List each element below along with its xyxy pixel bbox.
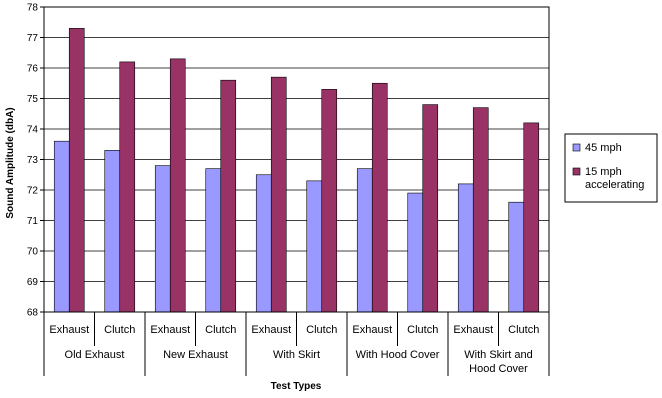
legend-box xyxy=(564,133,658,203)
x-category-label: Exhaust xyxy=(453,324,493,336)
bar-series2-cat6 xyxy=(321,89,338,313)
y-tick-label: 73 xyxy=(27,155,39,166)
y-tick-label: 70 xyxy=(27,247,39,258)
y-tick-label: 76 xyxy=(27,64,39,75)
x-category-label: Exhaust xyxy=(352,324,392,336)
bar-series1-cat6 xyxy=(306,180,323,313)
x-category-label: Clutch xyxy=(508,324,539,336)
x-category-label: Clutch xyxy=(104,324,135,336)
x-category-label: Exhaust xyxy=(150,324,190,336)
bar-series2-cat8 xyxy=(422,104,439,313)
bar-series2-cat5 xyxy=(270,76,287,313)
y-tick-label: 69 xyxy=(27,277,39,288)
x-category-label: Clutch xyxy=(407,324,438,336)
y-tick-label: 68 xyxy=(27,308,39,319)
y-axis-title: Sound Amplitude (dbA) xyxy=(5,107,16,218)
bar-series2-cat1 xyxy=(68,28,85,313)
bars xyxy=(53,28,540,313)
legend-swatch-2 xyxy=(572,167,581,176)
bar-series2-cat9 xyxy=(472,107,489,313)
legend: 45 mph 15 mph accelerating xyxy=(564,133,658,203)
x-category-label: Exhaust xyxy=(49,324,89,336)
y-tick-label: 78 xyxy=(27,3,39,14)
bar-series1-cat9 xyxy=(457,183,474,313)
y-axis-ticks: 68 69 70 71 72 73 74 75 76 77 78 xyxy=(27,3,44,319)
bar-series1-cat7 xyxy=(356,168,373,313)
y-tick-label: 72 xyxy=(27,186,39,197)
bar-series2-cat2 xyxy=(119,61,136,313)
x-category-label: Clutch xyxy=(205,324,236,336)
bar-series1-cat1 xyxy=(53,140,70,313)
bar-series1-cat5 xyxy=(255,174,272,313)
y-tick-label: 75 xyxy=(27,94,39,105)
y-tick-label: 77 xyxy=(27,33,39,44)
bar-series2-cat4 xyxy=(220,79,237,313)
x-axis-title: Test Types xyxy=(271,381,322,392)
legend-label-2: 15 mph accelerating xyxy=(585,166,644,191)
legend-swatch-1 xyxy=(572,143,581,152)
bar-series1-cat3 xyxy=(154,165,171,313)
bar-series2-cat3 xyxy=(169,58,186,313)
x-group-label: With Hood Cover xyxy=(356,349,440,361)
x-group-label: With Skirt and Hood Cover xyxy=(464,349,532,375)
x-category-label: Clutch xyxy=(306,324,337,336)
bar-series2-cat7 xyxy=(371,82,388,313)
x-axis-categories: Exhaust Clutch Exhaust Clutch Exhaust Clutch E… xyxy=(43,312,550,376)
x-group-label: With Skirt xyxy=(273,349,320,361)
legend-label-1: 45 mph xyxy=(585,142,622,154)
x-group-label: Old Exhaust xyxy=(65,349,125,361)
bar-series1-cat2 xyxy=(104,150,121,313)
bar-series1-cat4 xyxy=(205,168,222,313)
y-tick-label: 74 xyxy=(27,125,39,136)
bar-series2-cat10 xyxy=(523,122,540,313)
x-group-label: New Exhaust xyxy=(163,349,228,361)
y-tick-label: 71 xyxy=(27,216,39,227)
x-category-label: Exhaust xyxy=(251,324,291,336)
bar-series1-cat8 xyxy=(407,192,424,313)
bar-series1-cat10 xyxy=(508,201,525,313)
